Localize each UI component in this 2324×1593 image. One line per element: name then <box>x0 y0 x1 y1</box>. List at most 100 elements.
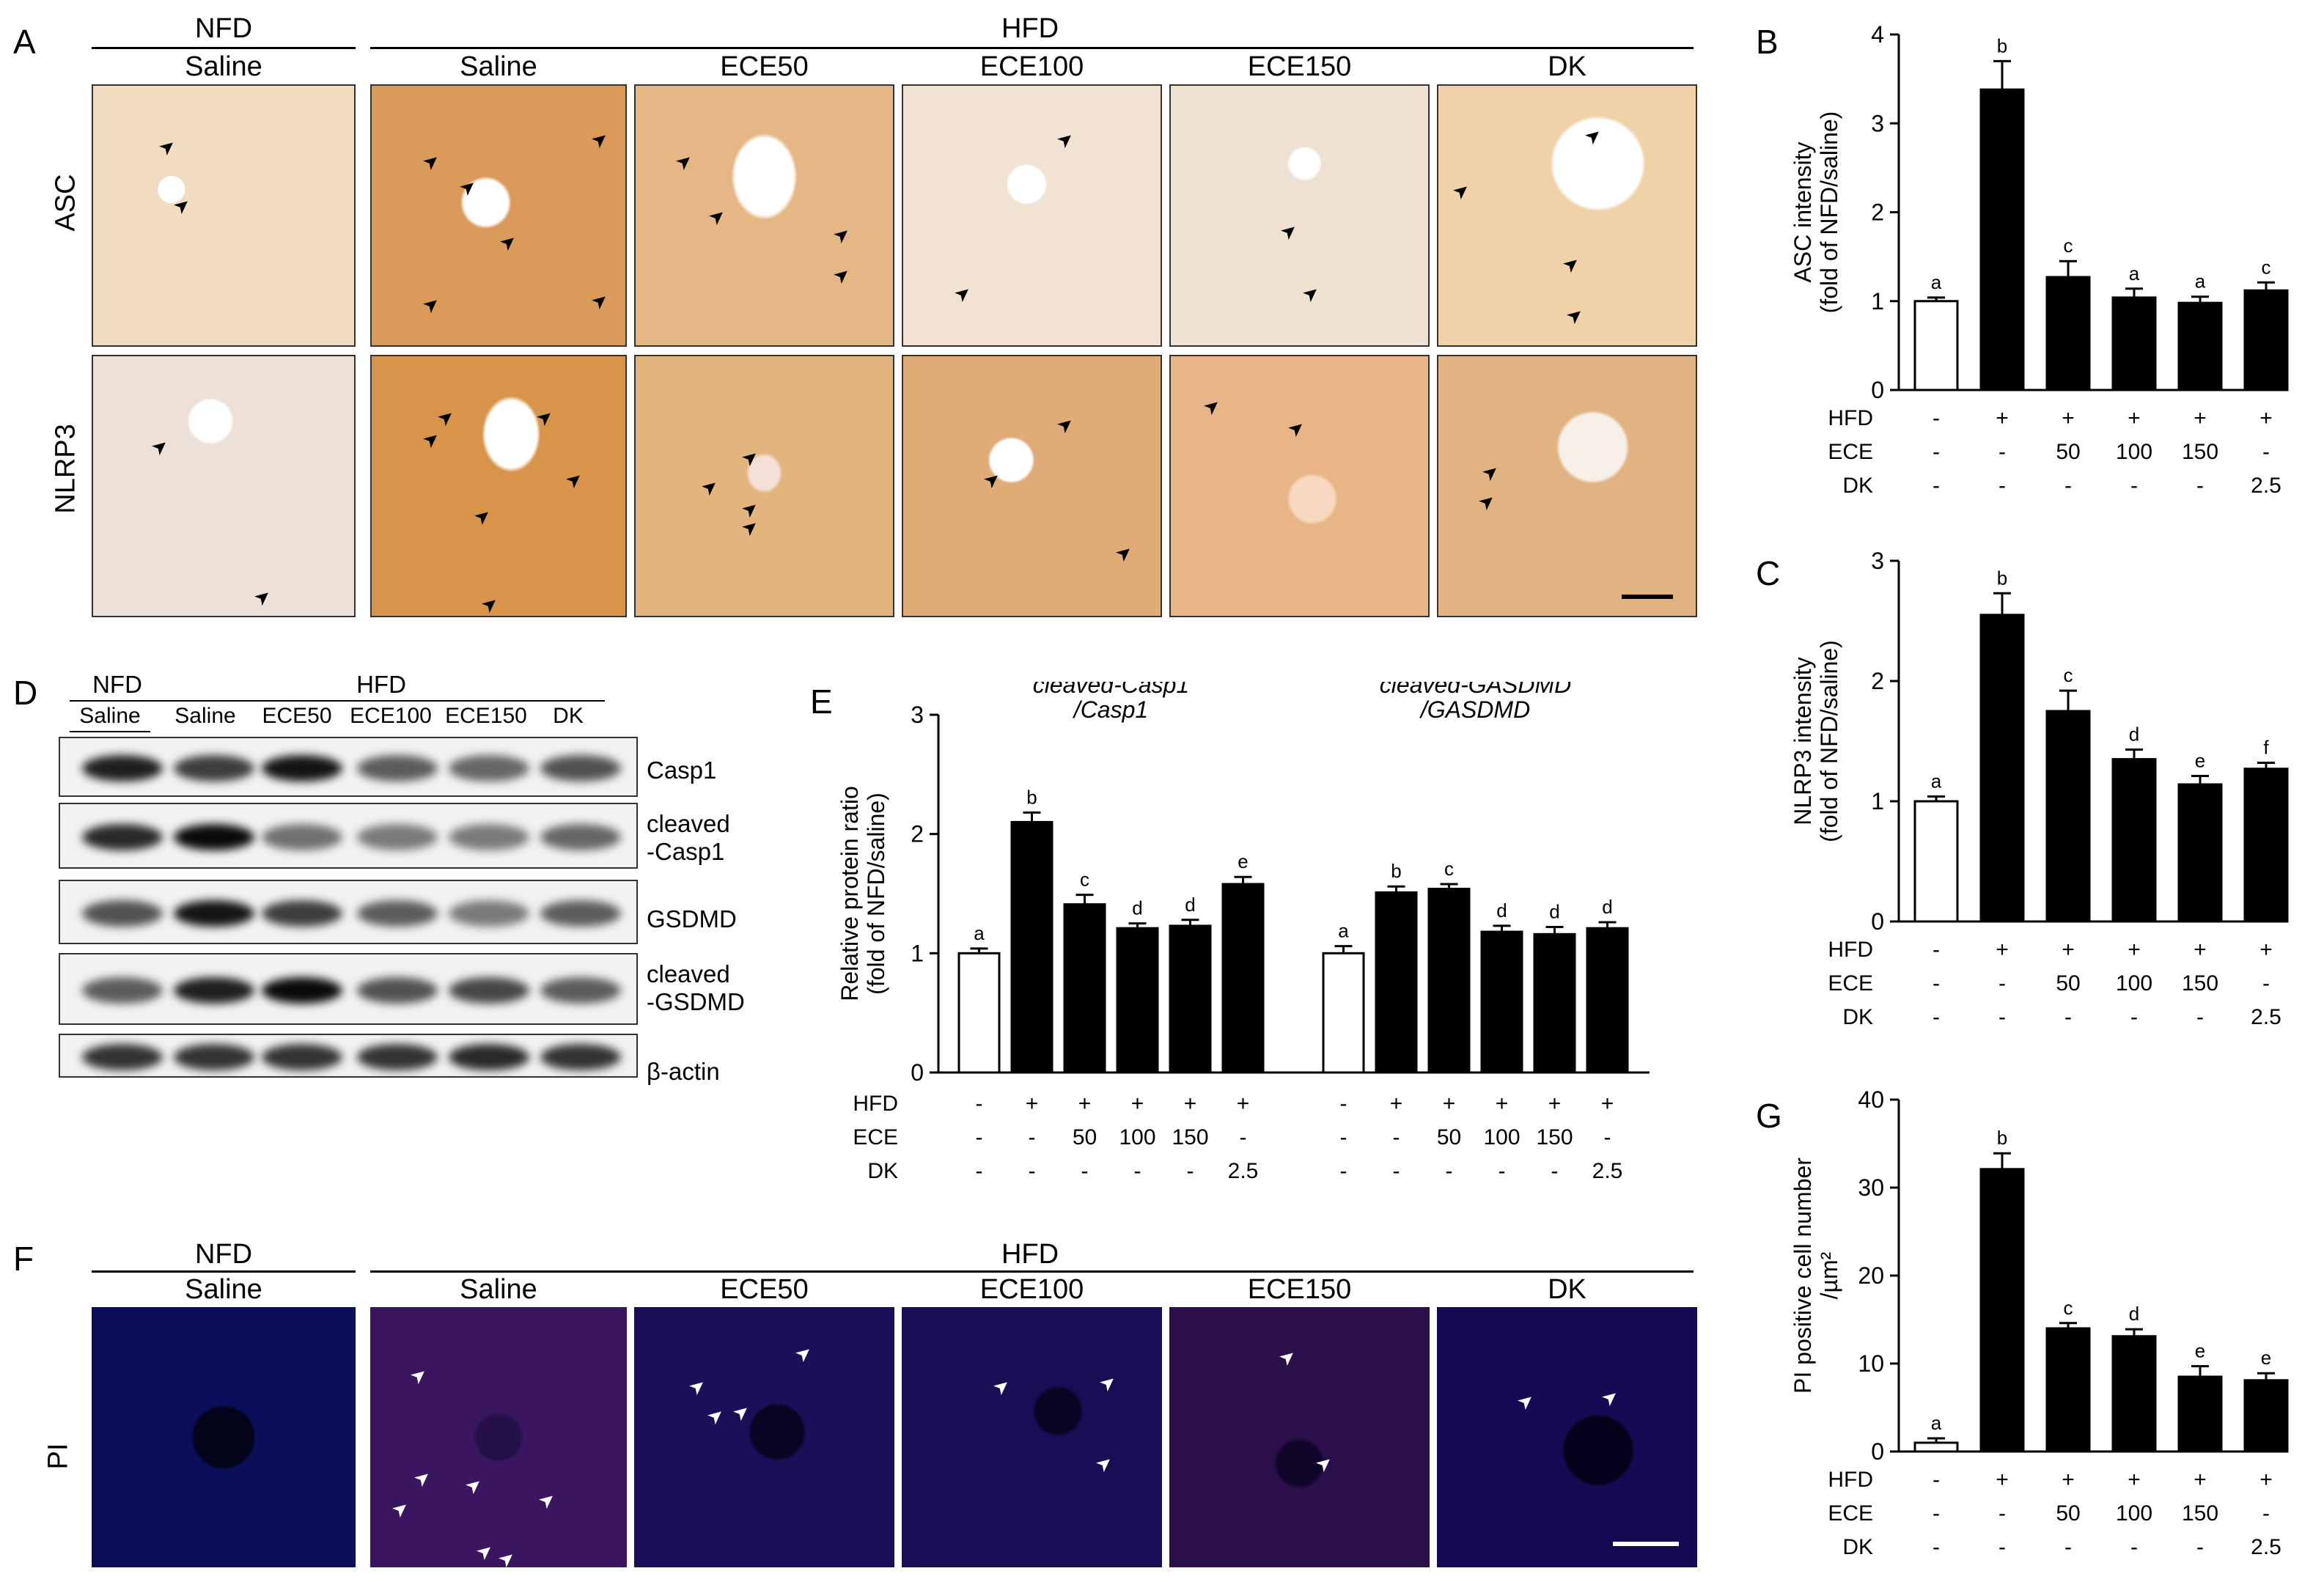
treatment-value: + <box>1548 1092 1562 1116</box>
treatment-value: - <box>2262 971 2270 996</box>
condition-label: Saline <box>185 51 262 82</box>
arrowhead-icon: ➤ <box>1557 250 1584 278</box>
arrowhead-icon: ➤ <box>493 1545 520 1567</box>
condition-label: ECE150 <box>1247 51 1352 82</box>
y-tick-label: 1 <box>1871 788 1884 814</box>
treatment-value: + <box>2194 1468 2207 1492</box>
blot-band <box>357 824 438 850</box>
treatment-value: - <box>1340 1125 1347 1149</box>
y-tick-label: 1 <box>911 940 924 966</box>
treatment-value: + <box>2194 938 2207 962</box>
blot-band <box>540 755 621 781</box>
scale-bar <box>1613 1542 1679 1546</box>
treatment-value: 2.5 <box>1592 1159 1623 1183</box>
treatment-value: 100 <box>2116 1501 2152 1526</box>
arrowhead-icon: ➤ <box>1596 1383 1623 1411</box>
arrowhead-icon: ➤ <box>1051 411 1078 438</box>
bar <box>957 952 1001 1074</box>
blot-band <box>357 755 438 781</box>
treatment-value: - <box>1933 440 1940 464</box>
treatment-value: - <box>1998 440 2006 464</box>
treatment-row-label: ECE <box>1828 440 1873 464</box>
y-tick-label: 2 <box>1871 668 1884 694</box>
group-header-nfd: NFD <box>194 13 253 44</box>
significance-letter: b <box>1997 1127 2007 1149</box>
arrowhead-icon: ➤ <box>1579 122 1606 150</box>
bar <box>1221 883 1265 1074</box>
arrowhead-icon: ➤ <box>1297 279 1324 307</box>
panel-label-c: C <box>1756 554 1781 592</box>
significance-letter: e <box>2195 1340 2205 1362</box>
treatment-value: 150 <box>1536 1125 1573 1149</box>
treatment-value: - <box>1551 1159 1559 1183</box>
condition-label: Saline <box>185 1274 262 1305</box>
micrograph-nlrp3-ece150: ➤ ➤ <box>1169 355 1430 617</box>
treatment-row-label: ECE <box>1828 971 1873 996</box>
condition-label: DK <box>1548 1274 1586 1305</box>
treatment-row-label: ECE <box>1828 1501 1873 1526</box>
blot-band <box>357 1044 438 1070</box>
blot-band <box>174 1044 254 1070</box>
treatment-row-label: HFD <box>1828 1468 1873 1492</box>
y-axis-label: ASC intensity(fold of NFD/saline) <box>1790 111 1842 314</box>
blot-band <box>449 977 529 1004</box>
arrowhead-icon: ➤ <box>978 466 1005 493</box>
treatment-value: + <box>1131 1092 1144 1116</box>
treatment-value: - <box>1081 1159 1089 1183</box>
significance-letter: c <box>1444 858 1454 880</box>
arrowhead-icon: ➤ <box>988 1372 1015 1400</box>
blot-strip <box>59 803 638 869</box>
significance-letter: e <box>2261 1347 2271 1369</box>
blot-lane-label: ECE50 <box>262 704 332 728</box>
group-header-nfd: NFD <box>194 1239 253 1270</box>
blot-band <box>82 755 163 781</box>
treatment-value: - <box>2262 440 2270 464</box>
treatment-value: + <box>1026 1092 1039 1116</box>
treatment-value: + <box>1078 1092 1092 1116</box>
group-rule-hfd <box>370 1270 1694 1273</box>
treatment-row-label: HFD <box>1828 406 1873 430</box>
y-tick-label: 2 <box>1871 199 1884 226</box>
fluorescence-pi-hfd-saline: ➤ ➤ ➤ ➤ ➤ ➤ ➤ <box>370 1307 627 1567</box>
blot-group-hfd: HFD <box>356 671 406 698</box>
treatment-row-label: HFD <box>1828 938 1873 962</box>
y-tick-label: 0 <box>1871 1438 1884 1465</box>
y-tick-label: 10 <box>1858 1350 1884 1377</box>
arrowhead-icon: ➤ <box>476 590 503 617</box>
chart-b: 0 1 2 3 4 a b c a a c ASC intensity(fold of NFD/sal… <box>1790 21 2289 498</box>
significance-letter: d <box>1602 896 1612 918</box>
micrograph-asc-ece150: ➤ ➤ <box>1169 84 1430 347</box>
fluorescence-pi-nfd-saline <box>92 1307 356 1567</box>
treatment-value: + <box>1996 938 2009 962</box>
condition-label: Saline <box>460 51 537 82</box>
panel-label-d: D <box>13 674 38 712</box>
blot-band <box>82 900 163 927</box>
condition-label: ECE150 <box>1247 1274 1352 1305</box>
arrowhead-icon: ➤ <box>1477 458 1504 486</box>
treatment-value: - <box>1933 1501 1940 1526</box>
arrowhead-icon: ➤ <box>683 1372 710 1400</box>
blot-band <box>174 900 254 927</box>
arrowhead-icon: ➤ <box>736 444 763 471</box>
blot-group-nfd: NFD <box>92 671 142 698</box>
significance-letter: b <box>1997 34 2007 56</box>
treatment-value: - <box>2130 1005 2138 1029</box>
significance-letter: f <box>2263 737 2269 759</box>
arrowhead-icon: ➤ <box>1051 125 1078 153</box>
treatment-value: 2.5 <box>1228 1159 1259 1183</box>
panel-label-f: F <box>13 1240 34 1278</box>
arrowhead-icon: ➤ <box>703 202 730 230</box>
treatment-value: + <box>2062 406 2075 430</box>
micrograph-nlrp3-nfd-saline: ➤ ➤ <box>92 355 356 617</box>
treatment-value: 100 <box>2116 440 2152 464</box>
arrowhead-icon: ➤ <box>405 1361 432 1389</box>
arrowhead-icon: ➤ <box>494 228 521 256</box>
arrowhead-icon: ➤ <box>408 1464 435 1492</box>
blot-band <box>357 900 438 927</box>
significance-letter: c <box>2064 1297 2073 1319</box>
treatment-row-label: HFD <box>853 1092 898 1116</box>
bar <box>1010 820 1053 1074</box>
treatment-value: + <box>2128 406 2141 430</box>
treatment-value: - <box>1393 1125 1400 1149</box>
treatment-value: - <box>2196 1535 2204 1559</box>
